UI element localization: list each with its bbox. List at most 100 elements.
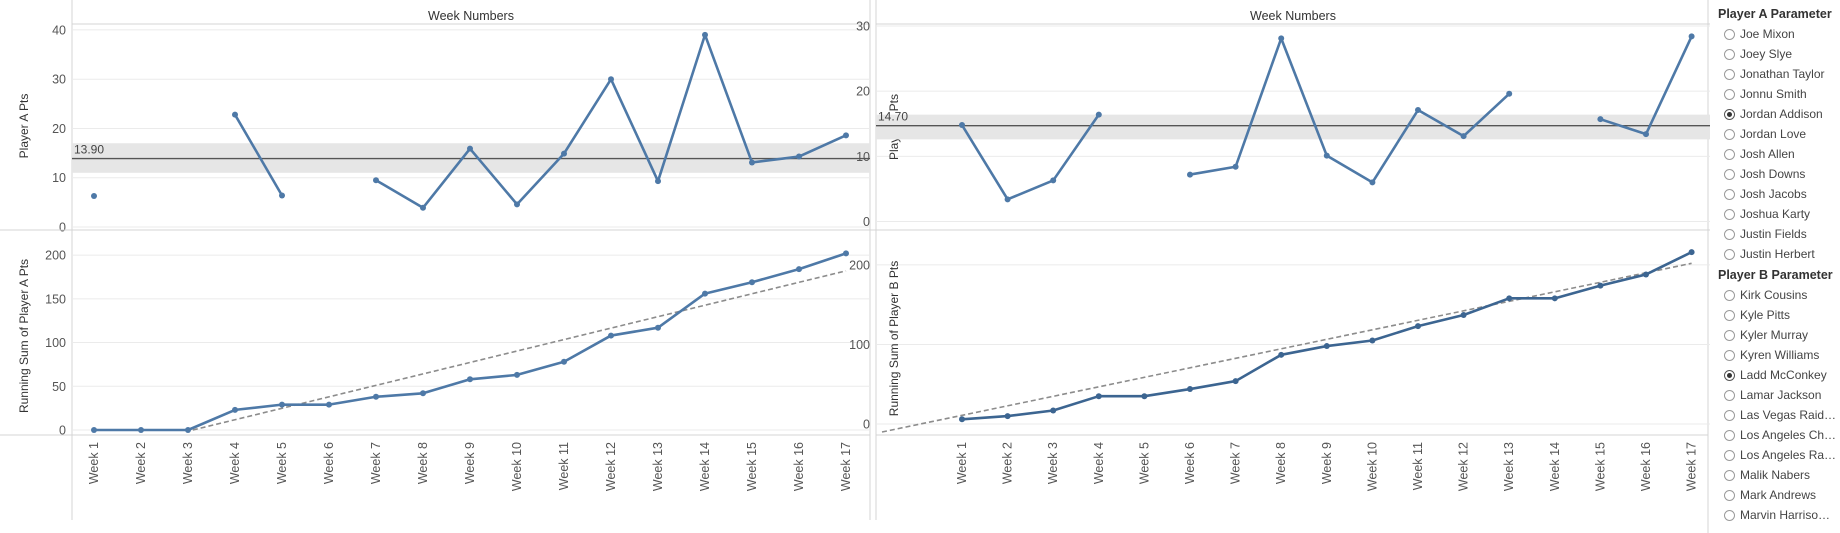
player-a-option[interactable]: Joe Mixon	[1712, 24, 1840, 44]
data-point	[373, 177, 379, 184]
dashboard-charts: Week Numbers 0 10 20 30 40 Player A Pts 13.90 0 5…	[0, 0, 1710, 533]
radio-button-icon[interactable]	[1724, 188, 1735, 200]
radio-button-icon[interactable]	[1724, 389, 1735, 401]
data-point	[1141, 393, 1148, 400]
data-point	[138, 427, 144, 433]
radio-button-icon[interactable]	[1724, 168, 1735, 180]
player-b-option[interactable]: Kyler Murray	[1712, 325, 1840, 345]
option-label: Kyler Murray	[1740, 328, 1809, 342]
player-b-option[interactable]: Marvin Harriso…	[1712, 505, 1840, 525]
data-point	[1232, 378, 1239, 385]
player-a-option[interactable]: Joshua Karty	[1712, 204, 1840, 224]
data-point	[1232, 163, 1239, 170]
option-label: Jonathan Taylor	[1740, 67, 1825, 81]
data-point	[1643, 271, 1649, 278]
y-tick-label: 0	[59, 424, 66, 438]
radio-button-icon[interactable]	[1724, 128, 1735, 140]
trend-line	[881, 262, 1692, 433]
data-point	[1278, 35, 1285, 42]
option-label: Jonnu Smith	[1740, 87, 1807, 101]
player-b-option[interactable]: Los Angeles Ra…	[1712, 445, 1840, 465]
option-label: Las Vegas Raid…	[1740, 408, 1837, 422]
x-tick-label: Week 11	[557, 442, 571, 490]
player-a-option[interactable]: Josh Jacobs	[1712, 184, 1840, 204]
x-tick-label: Week 13	[1502, 442, 1516, 491]
y-tick-label: 200	[849, 258, 870, 272]
radio-button-icon[interactable]	[1724, 349, 1735, 361]
series-line	[1189, 37, 1511, 184]
radio-button-icon[interactable]	[1724, 369, 1735, 381]
player-b-option[interactable]: Kyle Pitts	[1712, 305, 1840, 325]
data-point	[655, 324, 661, 331]
radio-button-icon[interactable]	[1724, 28, 1735, 40]
radio-button-icon[interactable]	[1724, 489, 1735, 501]
series-line	[961, 250, 1693, 421]
radio-button-icon[interactable]	[1724, 429, 1735, 441]
radio-button-icon[interactable]	[1724, 248, 1735, 260]
radio-button-icon[interactable]	[1724, 509, 1735, 521]
player-a-option[interactable]: Joey Slye	[1712, 44, 1840, 64]
x-tick-label: Week 16	[1639, 442, 1653, 491]
data-point	[1187, 386, 1193, 393]
x-tick-label: Week 14	[1548, 442, 1562, 491]
player-b-parameter-panel: Player B Parameter Kirk Cousins Kyle Pitt…	[1712, 265, 1840, 525]
data-point	[608, 76, 614, 83]
player-b-option[interactable]: Lamar Jackson	[1712, 385, 1840, 405]
y-tick-label: 20	[856, 85, 870, 99]
series-line	[94, 252, 847, 432]
data-point	[749, 279, 755, 286]
player-a-option[interactable]: Josh Allen	[1712, 144, 1840, 164]
player-a-parameter-panel: Player A Parameter Joe Mixon Joey Slye Jon…	[1712, 4, 1840, 264]
radio-button-icon[interactable]	[1724, 329, 1735, 341]
data-point	[420, 204, 426, 211]
y-tick-label: 0	[863, 418, 870, 432]
y-tick-label: 20	[52, 122, 66, 136]
player-a-option[interactable]: Josh Downs	[1712, 164, 1840, 184]
player-b-option[interactable]: Los Angeles Ch…	[1712, 425, 1840, 445]
radio-button-icon[interactable]	[1724, 68, 1735, 80]
player-b-option[interactable]: Ladd McConkey	[1712, 365, 1840, 385]
radio-button-icon[interactable]	[1724, 88, 1735, 100]
series-line	[233, 114, 284, 197]
radio-button-icon[interactable]	[1724, 469, 1735, 481]
player-b-option[interactable]: Las Vegas Raid…	[1712, 405, 1840, 425]
x-tick-label: Week 9	[463, 442, 477, 484]
option-label: Kyle Pitts	[1740, 308, 1791, 322]
player-a-option[interactable]: Jonnu Smith	[1712, 84, 1840, 104]
option-label: Marvin Harriso…	[1740, 508, 1831, 522]
option-label: Los Angeles Ra…	[1740, 448, 1837, 462]
player-a-parameter-list[interactable]: Joe Mixon Joey Slye Jonathan Taylor Jonnu S…	[1712, 24, 1840, 264]
player-a-parameter-title: Player A Parameter	[1718, 7, 1832, 21]
x-tick-label: Week 6	[322, 442, 336, 484]
data-point	[1597, 282, 1604, 289]
data-point	[1551, 295, 1558, 302]
player-a-option[interactable]: Justin Herbert	[1712, 244, 1840, 264]
radio-button-icon[interactable]	[1724, 48, 1735, 60]
radio-button-icon[interactable]	[1724, 228, 1735, 240]
x-tick-label: Week 14	[698, 442, 712, 491]
data-point	[1506, 295, 1513, 302]
player-a-option[interactable]: Jonathan Taylor	[1712, 64, 1840, 84]
data-point	[373, 393, 379, 400]
data-point	[514, 201, 520, 208]
player-b-option[interactable]: Malik Nabers	[1712, 465, 1840, 485]
x-tick-label: Week 4	[1092, 442, 1106, 484]
x-tick-label: Week 2	[1001, 442, 1015, 484]
player-a-option[interactable]: Jordan Addison	[1712, 104, 1840, 124]
radio-button-icon[interactable]	[1724, 449, 1735, 461]
player-b-parameter-list[interactable]: Kirk Cousins Kyle Pitts Kyler Murray Kyren …	[1712, 285, 1840, 525]
player-b-option[interactable]: Mark Andrews	[1712, 485, 1840, 505]
player-a-option[interactable]: Justin Fields	[1712, 224, 1840, 244]
option-label: Lamar Jackson	[1740, 388, 1822, 402]
radio-button-icon[interactable]	[1724, 108, 1735, 120]
radio-button-icon[interactable]	[1724, 409, 1735, 421]
player-a-option[interactable]: Jordan Love	[1712, 124, 1840, 144]
player-b-option[interactable]: Kyren Williams	[1712, 345, 1840, 365]
radio-button-icon[interactable]	[1724, 208, 1735, 220]
player-b-option[interactable]: Kirk Cousins	[1712, 285, 1840, 305]
option-label: Joey Slye	[1740, 47, 1793, 61]
radio-button-icon[interactable]	[1724, 309, 1735, 321]
data-point	[1415, 323, 1421, 330]
radio-button-icon[interactable]	[1724, 289, 1735, 301]
radio-button-icon[interactable]	[1724, 148, 1735, 160]
